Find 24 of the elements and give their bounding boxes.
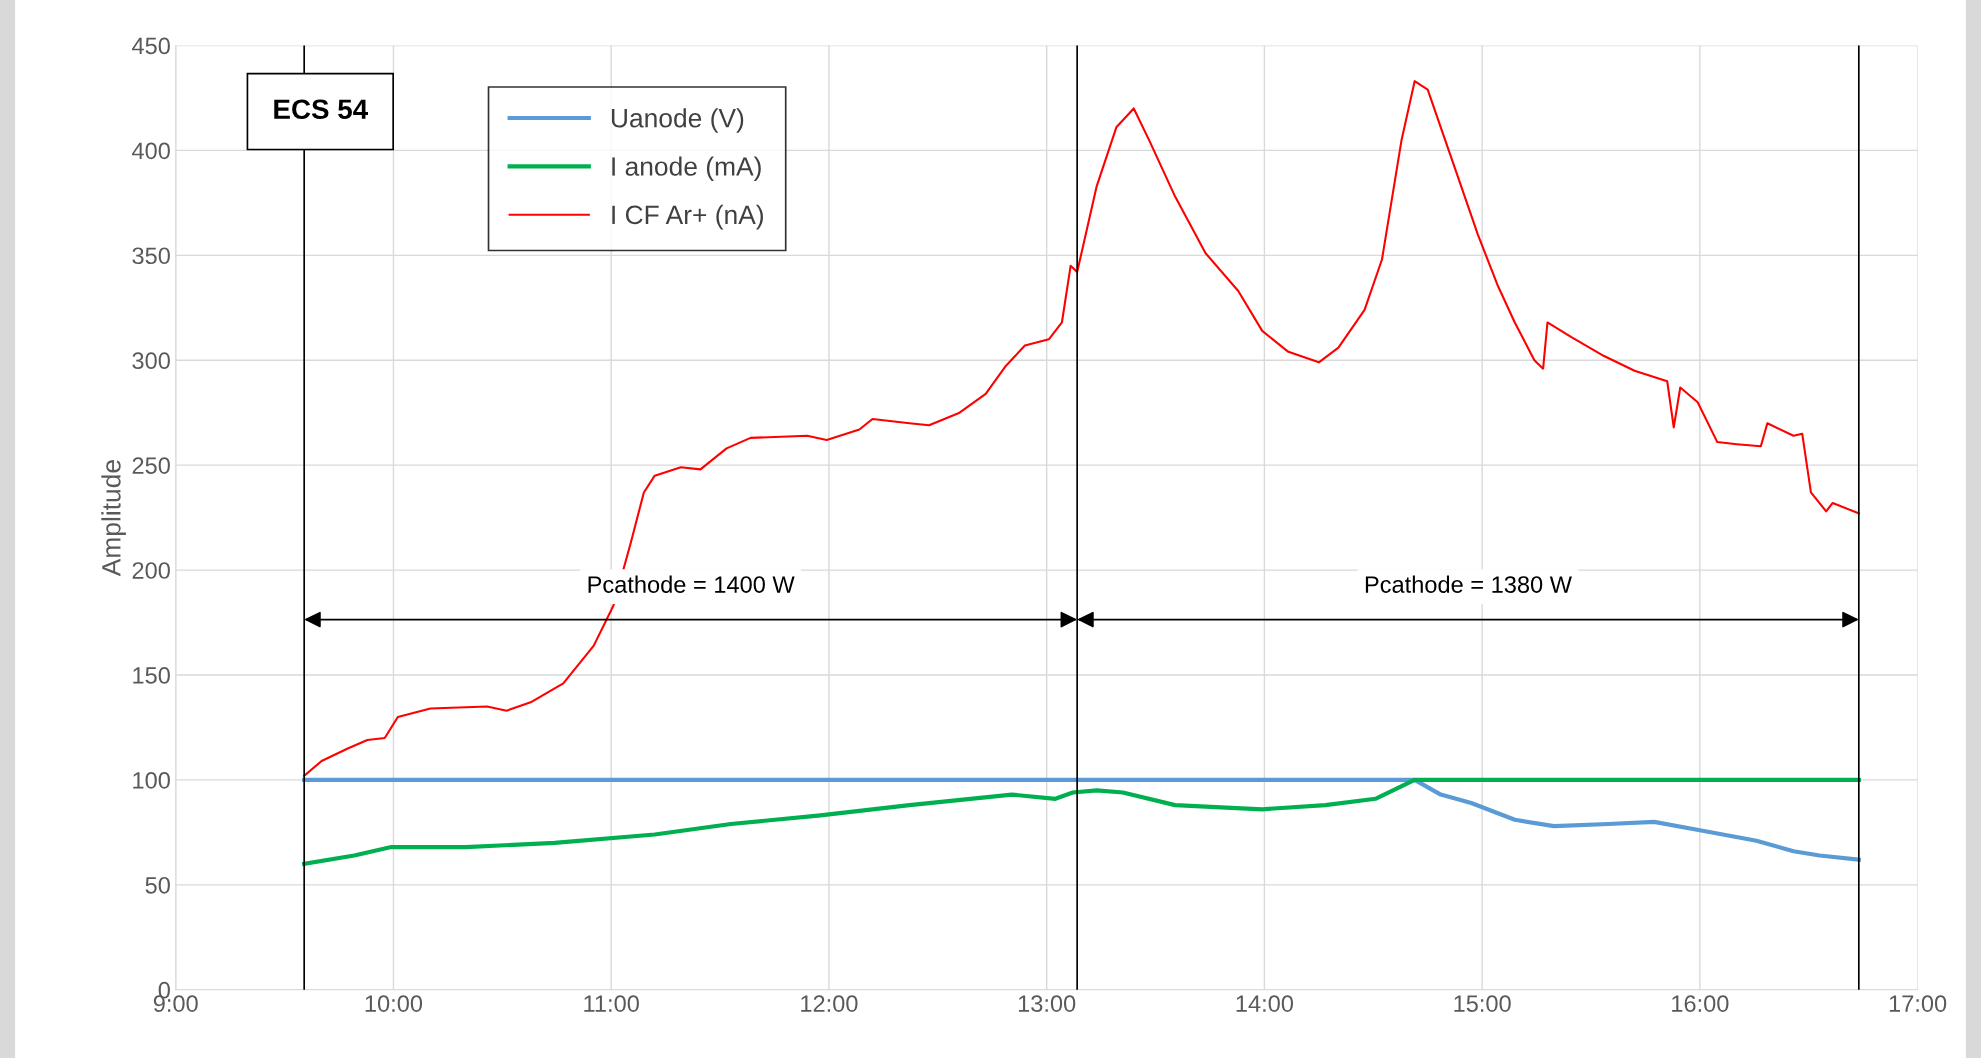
y-tick-label: 200 <box>132 562 170 579</box>
x-tick-label: 14:00 <box>1236 995 1294 1012</box>
y-tick-label: 450 <box>132 37 170 55</box>
y-tick-label: 50 <box>145 876 170 894</box>
y-tick-label: 350 <box>132 247 170 265</box>
x-tick-label: 12:00 <box>801 995 858 1012</box>
legend-label: Uanode (V) <box>611 108 744 133</box>
x-tick-label: 10:00 <box>365 995 423 1012</box>
legend-label: I anode (mA) <box>612 156 761 182</box>
y-tick-label: 150 <box>133 667 170 684</box>
x-tick-label: 17:00 <box>1889 995 1947 1012</box>
x-tick-label: 16:00 <box>1672 995 1729 1012</box>
y-axis-title: Amplitude <box>101 460 126 577</box>
y-tick-label: 100 <box>133 771 170 789</box>
annotation: Pcathode = 1380 W <box>1365 575 1572 593</box>
y-tick-label: 250 <box>132 457 170 474</box>
annotation: ECS 54 <box>274 99 369 120</box>
y-tick-label: 400 <box>132 142 170 160</box>
x-tick-label: 11:00 <box>584 995 639 1012</box>
x-tick-label: 13:00 <box>1018 995 1076 1012</box>
legend-label: I CF Ar+ (nA) <box>612 204 763 230</box>
annotation: Pcathode = 1400 W <box>588 575 795 593</box>
x-tick-label: 15:00 <box>1454 995 1511 1012</box>
y-tick-label: 300 <box>132 352 170 370</box>
